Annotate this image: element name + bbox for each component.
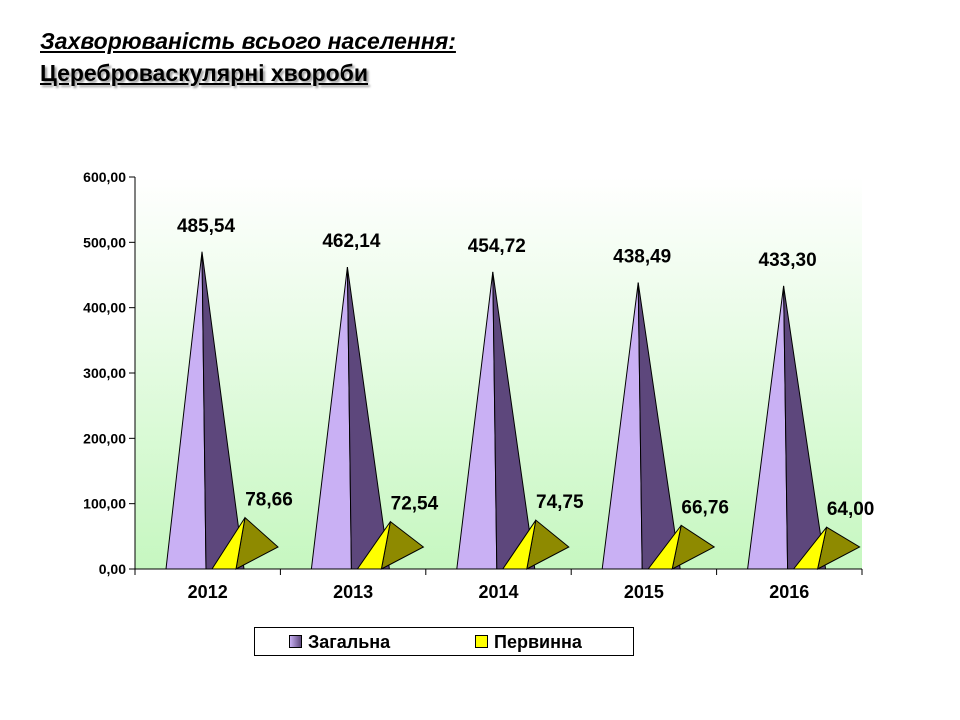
data-label-general: 485,54: [177, 216, 236, 237]
data-label-primary: 64,00: [827, 499, 875, 520]
data-label-primary: 66,76: [681, 497, 729, 518]
data-label-primary: 74,75: [536, 492, 584, 513]
bar-primary-front: [501, 519, 537, 570]
bar-primary-front: [792, 526, 828, 570]
data-label-general: 438,49: [613, 247, 671, 268]
data-label-general: 433,30: [759, 250, 817, 271]
y-tick-label: 100,00: [83, 496, 126, 512]
legend-swatch-primary: [475, 635, 488, 648]
legend: Загальна Первинна: [254, 627, 634, 656]
bar-primary-front: [356, 521, 391, 570]
bar-primary-front: [647, 525, 682, 570]
y-tick-label: 200,00: [83, 430, 126, 446]
x-tick-label: 2014: [478, 582, 518, 602]
data-label-primary: 78,66: [245, 490, 293, 511]
y-tick-label: 600,00: [83, 169, 126, 185]
bar-primary-front: [211, 517, 246, 570]
legend-label-general: Загальна: [308, 632, 391, 652]
y-tick-label: 300,00: [83, 365, 126, 381]
x-tick-label: 2016: [769, 582, 809, 602]
data-label-general: 462,14: [322, 231, 381, 252]
chart-title: Захворюваність всього населення:: [40, 28, 456, 54]
data-label-primary: 72,54: [391, 494, 439, 515]
x-tick-label: 2015: [624, 582, 664, 602]
y-tick-label: 0,00: [99, 561, 126, 577]
chart-subtitle: Цереброваскулярні хвороби: [40, 60, 369, 86]
legend-label-primary: Первинна: [494, 632, 582, 652]
legend-swatch-general: [289, 635, 302, 648]
x-tick-label: 2012: [188, 582, 228, 602]
y-tick-label: 400,00: [83, 300, 126, 316]
x-tick-label: 2013: [333, 582, 373, 602]
y-tick-label: 500,00: [83, 234, 126, 250]
data-label-general: 454,72: [468, 236, 526, 257]
